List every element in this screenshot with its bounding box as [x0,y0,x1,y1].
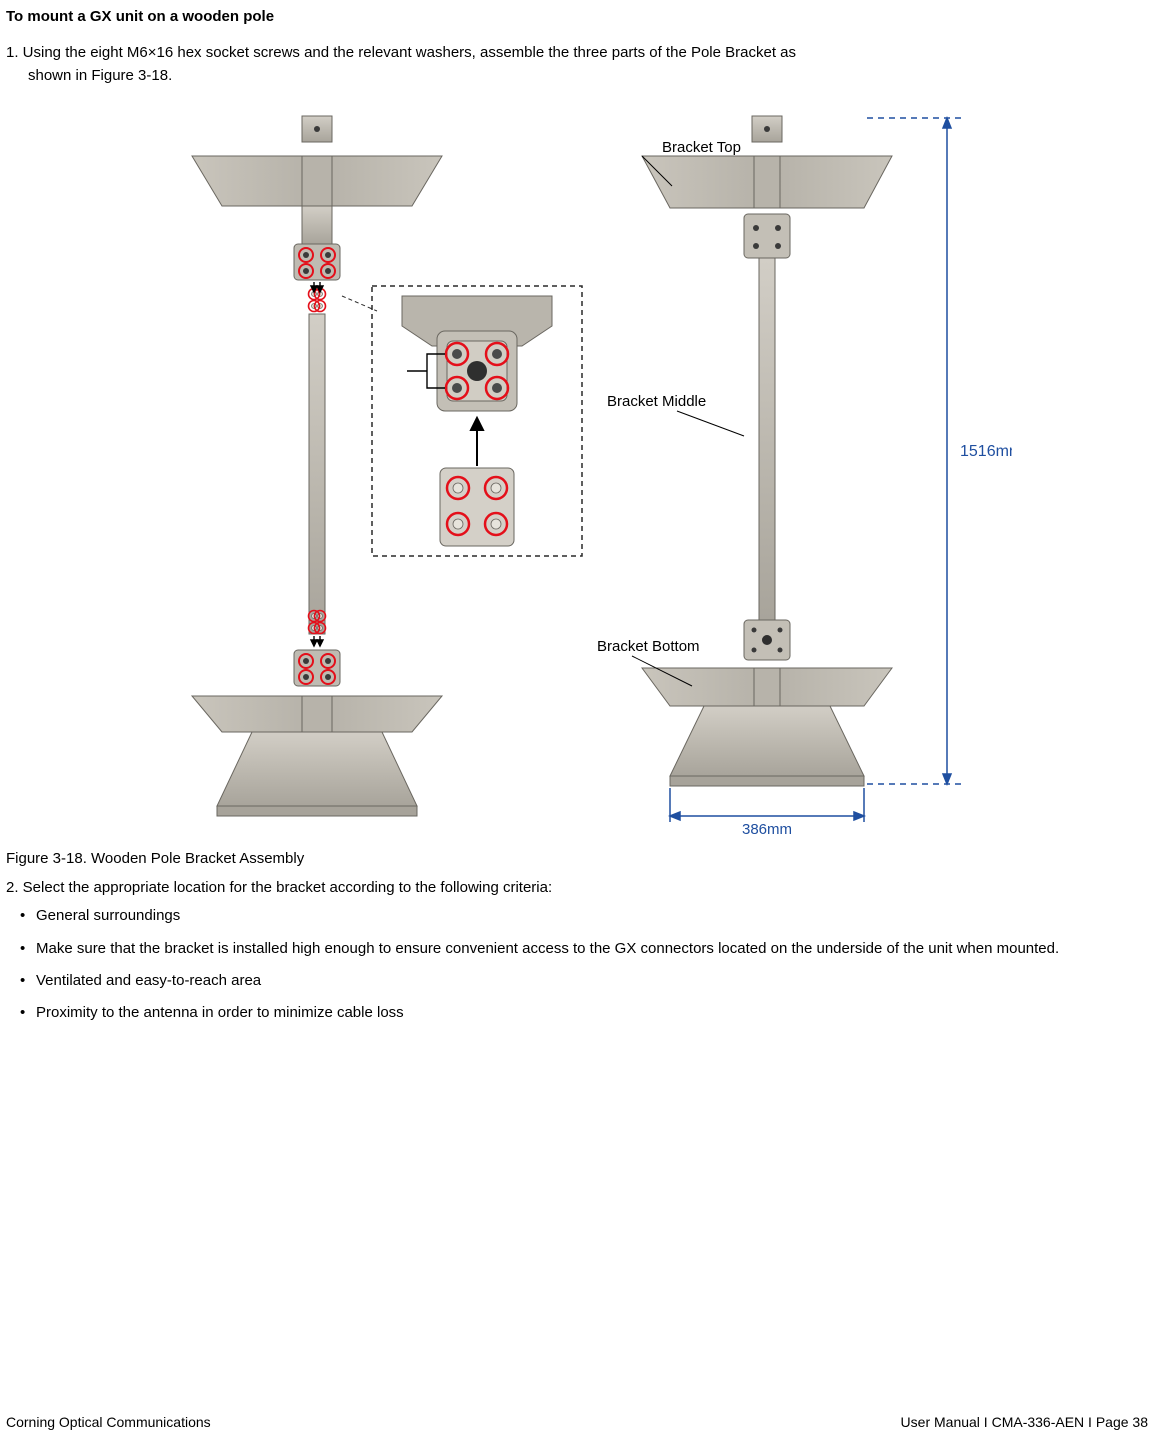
list-item: Make sure that the bracket is installed … [36,939,1148,959]
step-2: 2. Select the appropriate location for t… [6,879,1148,896]
dimension-height: 1516mm [960,443,1012,460]
section-heading: To mount a GX unit on a wooden pole [6,8,1148,25]
label-bracket-middle: Bracket Middle [607,393,706,410]
footer-left: Corning Optical Communications [6,1414,211,1430]
step-1-line-b: shown in Figure 3-18. [6,67,1148,84]
dimension-width: 386mm [742,821,792,836]
figure-caption: Figure 3-18. Wooden Pole Bracket Assembl… [6,850,1148,867]
bracket-assembly-diagram: Bracket Top Bracket Middle Bracket Botto… [142,96,1012,836]
list-item: General surroundings [36,906,1148,926]
label-bracket-top: Bracket Top [662,139,741,156]
figure-container: Bracket Top Bracket Middle Bracket Botto… [6,96,1148,836]
list-item: Proximity to the antenna in order to min… [36,1003,1148,1023]
step-1-line-a: 1. Using the eight M6×16 hex socket scre… [6,43,1148,63]
list-item: Ventilated and easy-to-reach area [36,971,1148,991]
label-bracket-bottom: Bracket Bottom [597,638,700,655]
criteria-list: General surroundings Make sure that the … [6,906,1148,1023]
footer-right: User Manual I CMA-336-AEN I Page 38 [901,1414,1148,1430]
page-footer: Corning Optical Communications User Manu… [6,1414,1148,1430]
